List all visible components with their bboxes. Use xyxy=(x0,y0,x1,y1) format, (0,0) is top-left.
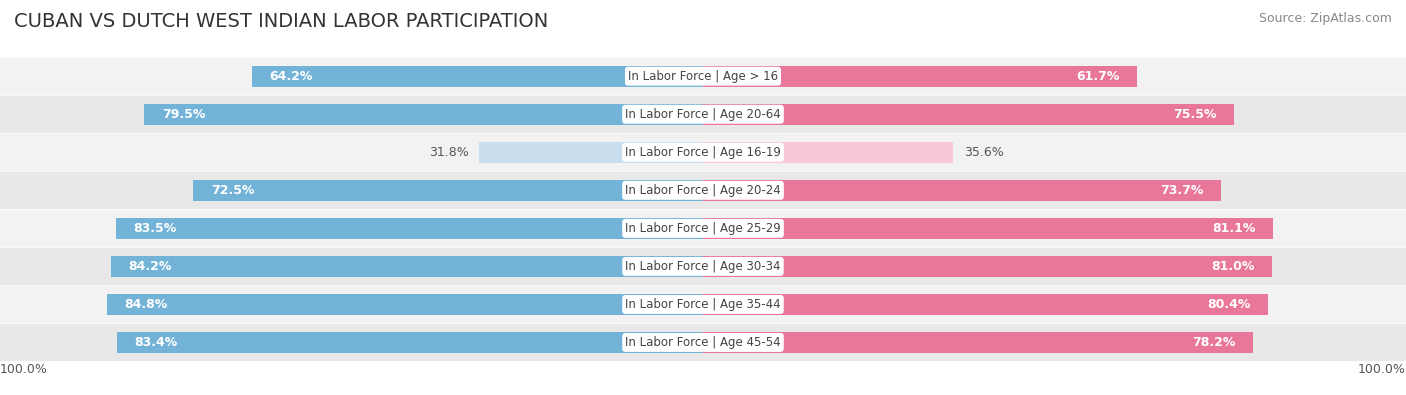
Bar xyxy=(703,332,1253,353)
Text: 72.5%: 72.5% xyxy=(211,184,254,197)
Text: 81.0%: 81.0% xyxy=(1212,260,1256,273)
Text: 61.7%: 61.7% xyxy=(1076,70,1119,83)
Text: 83.4%: 83.4% xyxy=(134,336,177,349)
FancyBboxPatch shape xyxy=(0,172,1406,209)
Bar xyxy=(107,294,703,315)
Text: In Labor Force | Age > 16: In Labor Force | Age > 16 xyxy=(628,70,778,83)
Text: 35.6%: 35.6% xyxy=(965,146,1004,159)
Text: 100.0%: 100.0% xyxy=(0,363,48,376)
Text: In Labor Force | Age 20-24: In Labor Force | Age 20-24 xyxy=(626,184,780,197)
FancyBboxPatch shape xyxy=(0,210,1406,247)
Text: 75.5%: 75.5% xyxy=(1173,108,1216,121)
Bar xyxy=(703,256,1272,277)
FancyBboxPatch shape xyxy=(0,248,1406,285)
Text: 78.2%: 78.2% xyxy=(1192,336,1236,349)
Text: In Labor Force | Age 20-64: In Labor Force | Age 20-64 xyxy=(626,108,780,121)
Text: In Labor Force | Age 45-54: In Labor Force | Age 45-54 xyxy=(626,336,780,349)
Bar xyxy=(111,256,703,277)
Text: CUBAN VS DUTCH WEST INDIAN LABOR PARTICIPATION: CUBAN VS DUTCH WEST INDIAN LABOR PARTICI… xyxy=(14,12,548,31)
Text: 80.4%: 80.4% xyxy=(1208,298,1251,311)
Bar xyxy=(703,104,1234,125)
Text: 73.7%: 73.7% xyxy=(1160,184,1204,197)
Bar xyxy=(117,332,703,353)
FancyBboxPatch shape xyxy=(0,134,1406,171)
Bar xyxy=(703,294,1268,315)
Text: 84.8%: 84.8% xyxy=(125,298,167,311)
FancyBboxPatch shape xyxy=(0,58,1406,95)
Text: Source: ZipAtlas.com: Source: ZipAtlas.com xyxy=(1258,12,1392,25)
Bar xyxy=(194,180,703,201)
Bar xyxy=(703,180,1220,201)
Text: In Labor Force | Age 30-34: In Labor Force | Age 30-34 xyxy=(626,260,780,273)
Bar xyxy=(252,66,703,87)
Text: 31.8%: 31.8% xyxy=(429,146,470,159)
Bar xyxy=(703,218,1272,239)
Text: 79.5%: 79.5% xyxy=(162,108,205,121)
Bar xyxy=(145,104,703,125)
FancyBboxPatch shape xyxy=(0,324,1406,361)
Text: 64.2%: 64.2% xyxy=(269,70,312,83)
Bar xyxy=(479,142,703,163)
Bar xyxy=(703,66,1136,87)
FancyBboxPatch shape xyxy=(0,286,1406,323)
FancyBboxPatch shape xyxy=(0,96,1406,133)
Text: In Labor Force | Age 25-29: In Labor Force | Age 25-29 xyxy=(626,222,780,235)
Text: 83.5%: 83.5% xyxy=(134,222,177,235)
Bar xyxy=(703,142,953,163)
Text: In Labor Force | Age 35-44: In Labor Force | Age 35-44 xyxy=(626,298,780,311)
Text: 84.2%: 84.2% xyxy=(129,260,172,273)
Text: 100.0%: 100.0% xyxy=(1358,363,1406,376)
Text: In Labor Force | Age 16-19: In Labor Force | Age 16-19 xyxy=(626,146,780,159)
Text: 81.1%: 81.1% xyxy=(1212,222,1256,235)
Bar xyxy=(115,218,703,239)
